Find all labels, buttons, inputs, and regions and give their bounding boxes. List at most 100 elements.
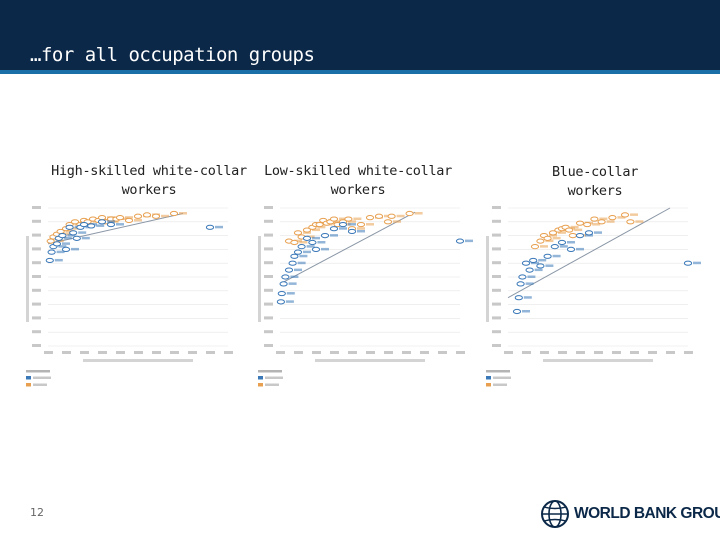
data-point-label [414, 212, 423, 215]
data-point [279, 281, 288, 287]
data-point-label [81, 236, 90, 240]
data-point [683, 260, 693, 266]
data-point-label [306, 235, 315, 238]
data-point [584, 230, 594, 236]
y-tick-label [492, 206, 501, 209]
data-point [626, 219, 635, 225]
data-point-label [78, 231, 87, 234]
legend-label-oecd [493, 376, 511, 379]
x-tick-label [98, 351, 107, 354]
data-point [536, 238, 545, 244]
data-point [290, 253, 299, 259]
data-point [548, 230, 558, 236]
data-point-label [306, 245, 315, 248]
data-point-label [161, 214, 169, 218]
data-point-label [63, 236, 72, 240]
data-point-label [303, 250, 311, 254]
data-point-label [393, 220, 401, 223]
globe-icon [541, 500, 569, 528]
data-point [69, 230, 78, 236]
x-tick-label [294, 351, 303, 354]
data-point-label [540, 245, 548, 248]
scatter-chart-blue-collar [486, 206, 701, 387]
slide-title: …for all occupation groups [30, 44, 315, 66]
data-point [52, 241, 62, 247]
legend-label-non-oecd [33, 383, 47, 386]
x-tick-label [402, 351, 411, 354]
legend-label-oecd [265, 376, 283, 379]
data-point-label [71, 227, 79, 230]
legend-label-non-oecd [265, 383, 279, 386]
data-point [575, 233, 585, 239]
x-tick-label [80, 351, 89, 354]
world-bank-logo: WORLD BANK GROUP [540, 497, 720, 531]
x-tick-label [116, 351, 125, 354]
data-point [566, 246, 576, 253]
y-tick-label [492, 247, 501, 251]
data-point-label [574, 228, 583, 232]
data-point-label [125, 216, 133, 219]
data-point [320, 233, 330, 239]
data-point-label [527, 275, 536, 278]
data-point-label [65, 229, 74, 233]
x-tick-label [206, 351, 215, 354]
data-point [79, 221, 89, 228]
x-tick-label [188, 351, 197, 354]
data-point [529, 257, 538, 264]
x-tick-label [456, 351, 465, 354]
y-tick-label [264, 261, 273, 265]
y-tick-label [264, 233, 273, 237]
x-tick-label [438, 351, 447, 354]
data-point [565, 227, 574, 233]
data-point-label [357, 229, 365, 233]
x-tick-label [630, 351, 639, 354]
data-point [311, 246, 321, 253]
y-tick-label [264, 288, 273, 292]
data-point-label [339, 227, 347, 230]
scatter-chart-high-skilled [26, 206, 233, 387]
y-tick-label [32, 302, 41, 306]
data-point-label [299, 254, 308, 258]
data-point [87, 223, 96, 229]
data-point [550, 244, 559, 250]
x-tick-label [312, 351, 321, 354]
chart-title-high-skilled: High-skilled white-collar workers [51, 163, 247, 198]
data-point-label [567, 241, 575, 244]
y-tick-label [492, 219, 501, 223]
x-tick-label [152, 351, 161, 354]
data-point [288, 260, 297, 266]
data-point [356, 221, 366, 228]
data-point-label [297, 261, 306, 265]
data-point-label [552, 254, 561, 258]
data-point-label [71, 247, 79, 251]
y-tick-label [492, 261, 501, 265]
data-point [70, 219, 80, 225]
data-point-label [525, 282, 534, 285]
data-point [151, 213, 161, 219]
data-point [169, 210, 179, 217]
data-point [124, 217, 134, 224]
legend-swatch-non-oecd [258, 383, 263, 387]
data-point-label [317, 225, 326, 229]
data-point-label [599, 217, 608, 221]
data-point-label [288, 282, 297, 285]
data-point [597, 219, 606, 225]
data-point [514, 295, 523, 301]
data-point [608, 215, 617, 221]
data-point-label [630, 213, 638, 216]
data-point [525, 267, 534, 273]
data-point [284, 267, 294, 273]
data-point [72, 235, 81, 241]
x-tick-label [348, 351, 357, 354]
x-tick-label [170, 351, 179, 354]
data-point [205, 224, 215, 230]
data-point [374, 213, 384, 219]
data-point [115, 215, 125, 221]
data-point-label [531, 261, 539, 265]
data-point [543, 235, 552, 241]
legend-swatch-non-oecd [486, 383, 491, 387]
y-tick-label [32, 288, 41, 292]
data-point [45, 257, 54, 264]
data-point-label [121, 217, 130, 221]
data-point-label [286, 292, 295, 295]
